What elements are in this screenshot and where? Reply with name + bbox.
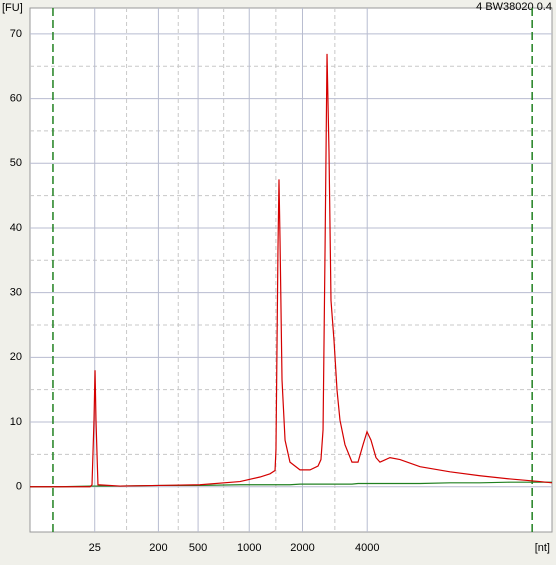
y-tick-label: 40: [10, 222, 22, 234]
y-tick-label: 70: [10, 28, 22, 40]
y-axis-label: [FU]: [2, 2, 23, 14]
y-tick-label: 60: [10, 92, 22, 104]
chart-title: 4 BW38020 0.4: [476, 1, 552, 13]
y-tick-label: 30: [10, 287, 22, 299]
y-tick-label: 20: [10, 351, 22, 363]
x-tick-label: 2000: [290, 542, 314, 554]
y-tick-label: 0: [16, 481, 22, 493]
plot-area: [29, 7, 553, 533]
x-tick-label: 500: [189, 542, 207, 554]
trace-line: [30, 53, 553, 488]
x-axis-label: [nt]: [535, 542, 550, 554]
y-tick-label: 10: [10, 416, 22, 428]
y-tick-label: 50: [10, 157, 22, 169]
x-tick-label: 25: [89, 542, 101, 554]
x-tick-label: 4000: [355, 542, 379, 554]
x-tick-label: 200: [149, 542, 167, 554]
x-tick-label: 1000: [237, 542, 261, 554]
